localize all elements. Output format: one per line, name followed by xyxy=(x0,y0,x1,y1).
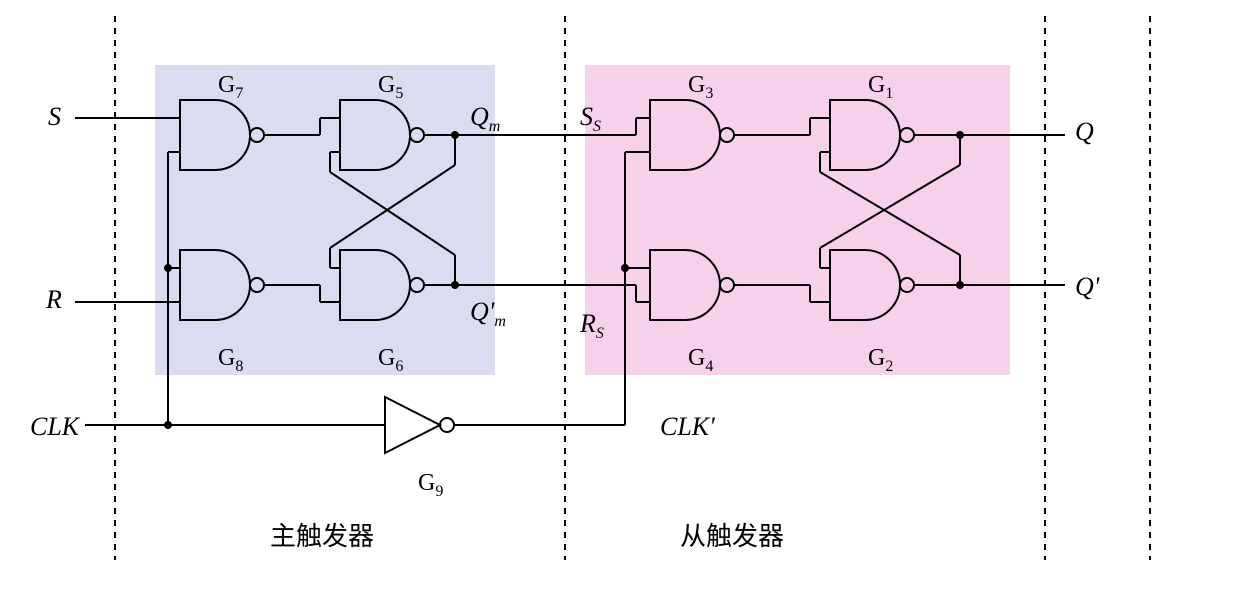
svg-text:G9: G9 xyxy=(418,470,443,500)
svg-text:Qm: Qm xyxy=(470,102,500,135)
svg-text:S: S xyxy=(48,102,61,131)
svg-text:CLK': CLK' xyxy=(660,412,715,441)
svg-text:Q: Q xyxy=(1075,117,1094,146)
svg-text:Q'm: Q'm xyxy=(470,297,506,330)
svg-text:Q': Q' xyxy=(1075,272,1100,301)
svg-text:从触发器: 从触发器 xyxy=(680,522,784,551)
circuit-diagram: G7G8G5G6G3G4G1G2G9SRCLKQmQ'mSSRSCLK'QQ'主… xyxy=(0,0,1253,602)
gate-G9 xyxy=(385,397,454,453)
svg-text:R: R xyxy=(45,285,62,314)
slave-region xyxy=(585,65,1010,375)
svg-text:CLK: CLK xyxy=(30,412,81,441)
svg-text:主触发器: 主触发器 xyxy=(270,522,374,551)
master-region xyxy=(155,65,495,375)
